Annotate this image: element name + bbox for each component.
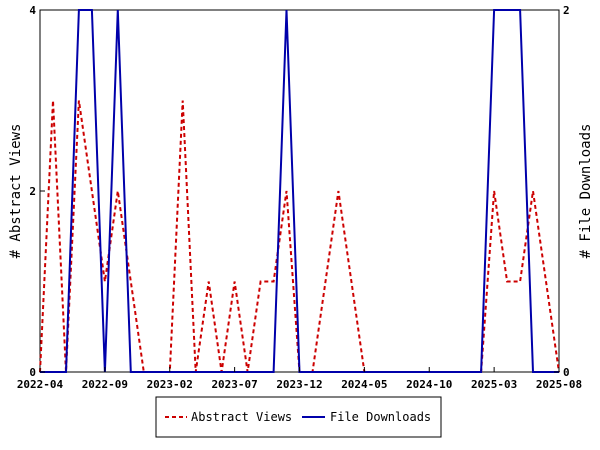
y-left-tick-label: 0 [29, 366, 36, 379]
legend-label-file-downloads: File Downloads [330, 410, 431, 424]
series-line-abstract-views [39, 100, 560, 373]
plot-frame [39, 9, 560, 373]
x-tick-label: 2025-03 [471, 378, 517, 391]
x-tick-label: 2024-05 [341, 378, 387, 391]
x-tick-label: 2022-09 [82, 378, 128, 391]
legend: Abstract Views File Downloads [155, 396, 442, 438]
ticks-layer: 2022-04 2022-09 2023-02 2023-07 2023-12 2024-… [17, 4, 582, 391]
y-left-tick-label: 4 [29, 4, 36, 17]
x-tick-label: 2023-07 [211, 378, 257, 391]
legend-box [155, 396, 442, 438]
x-tick-label: 2025-08 [536, 378, 582, 391]
y-left-tick-label: 2 [29, 185, 36, 198]
legend-label-abstract-views: Abstract Views [191, 410, 292, 424]
y-left-axis-title: # Abstract Views [8, 124, 24, 259]
marks-layer [39, 9, 560, 373]
x-tick-label: 2024-10 [406, 378, 452, 391]
x-tick-label: 2023-12 [276, 378, 322, 391]
x-tick-label: 2023-02 [147, 378, 193, 391]
y-right-tick-label: 2 [563, 4, 570, 17]
y-right-axis-title: # File Downloads [578, 124, 594, 259]
y-right-tick-label: 0 [563, 366, 570, 379]
series-line-file-downloads [40, 9, 559, 373]
x-tick-label: 2022-04 [17, 378, 64, 391]
